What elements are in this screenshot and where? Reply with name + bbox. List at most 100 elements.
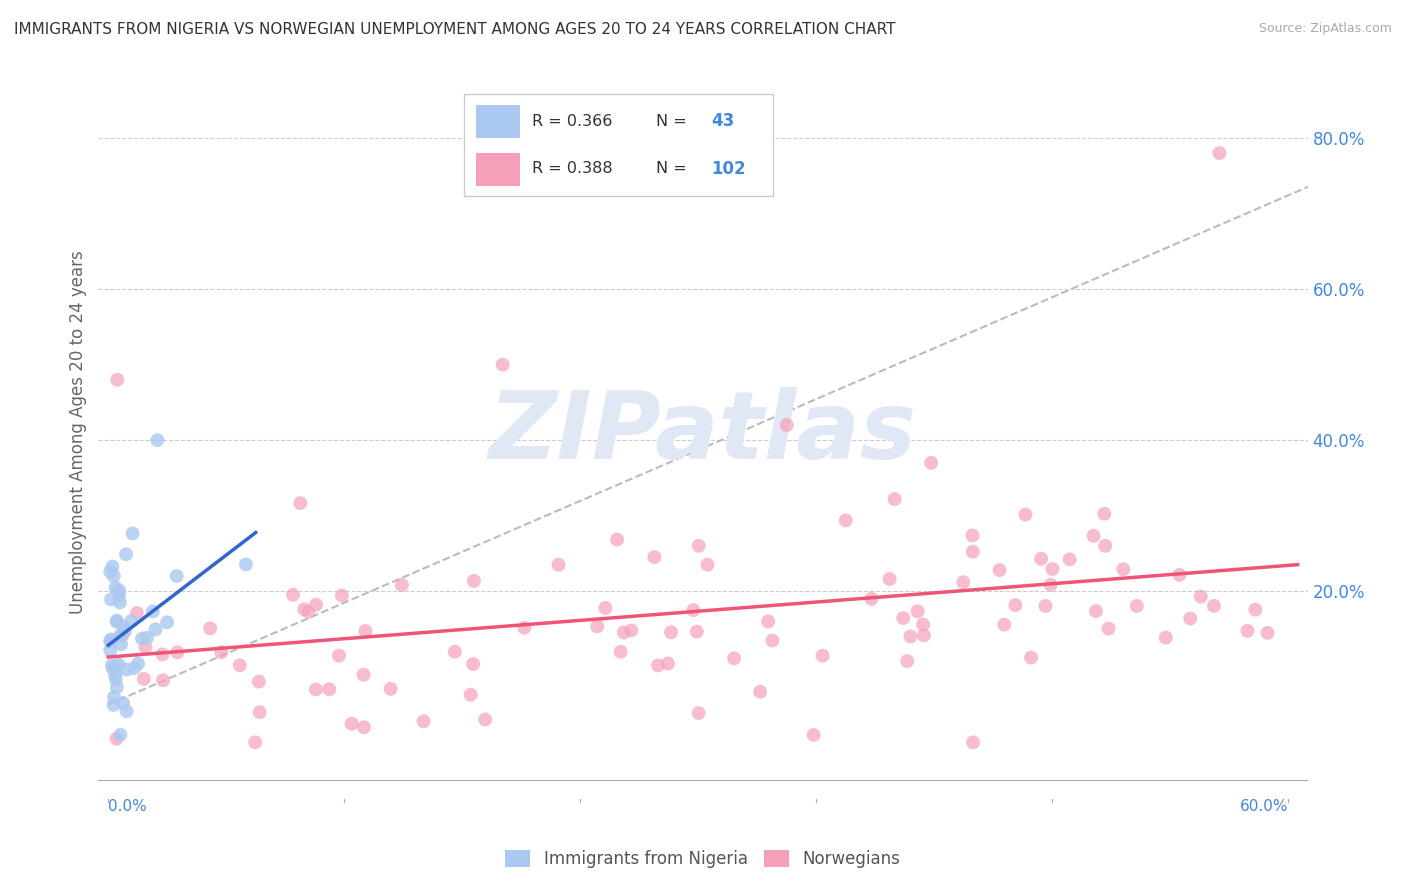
Point [883, 491, 905, 506]
Point [353, 720, 375, 734]
Point [688, 539, 710, 553]
Point [281, 588, 304, 602]
Point [761, 633, 783, 648]
Point [1236, 624, 1258, 638]
Point [108, 595, 131, 609]
Point [491, 358, 513, 372]
Point [900, 630, 922, 644]
Point [145, 623, 167, 637]
Point [1202, 599, 1225, 613]
Y-axis label: Unemployment Among Ages 20 to 24 years: Unemployment Among Ages 20 to 24 years [69, 251, 87, 615]
Point [474, 713, 496, 727]
Point [292, 602, 315, 616]
Point [105, 373, 128, 387]
Point [1029, 551, 1052, 566]
Point [340, 716, 363, 731]
Point [98, 643, 121, 657]
Point [136, 631, 159, 645]
Point [1112, 562, 1135, 576]
Point [122, 661, 145, 675]
Text: R = 0.366: R = 0.366 [531, 114, 613, 128]
Text: 102: 102 [711, 160, 747, 178]
Point [104, 667, 127, 681]
Point [1180, 611, 1202, 625]
Text: N =: N = [655, 161, 692, 176]
Point [115, 704, 138, 718]
Point [101, 658, 124, 673]
Point [586, 619, 609, 633]
Point [115, 663, 138, 677]
Point [111, 696, 134, 710]
Point [860, 591, 883, 606]
Point [198, 622, 221, 636]
Point [108, 588, 131, 602]
Point [1059, 552, 1081, 566]
Point [103, 569, 125, 583]
Point [353, 667, 375, 681]
Point [1094, 539, 1116, 553]
Point [643, 550, 665, 565]
Point [101, 662, 124, 676]
Point [1168, 568, 1191, 582]
Point [1092, 507, 1115, 521]
Point [1014, 508, 1036, 522]
Point [166, 645, 188, 659]
Point [811, 648, 834, 663]
Point [547, 558, 569, 572]
Point [1097, 622, 1119, 636]
Point [463, 574, 485, 588]
Point [318, 682, 340, 697]
Point [152, 648, 174, 662]
Text: Source: ZipAtlas.com: Source: ZipAtlas.com [1258, 22, 1392, 36]
Bar [477, 153, 520, 186]
Point [1035, 599, 1057, 613]
Point [907, 604, 929, 618]
Point [1189, 590, 1212, 604]
Point [688, 706, 710, 720]
Point [146, 433, 169, 447]
Point [235, 558, 257, 572]
Point [1042, 562, 1064, 576]
Point [152, 673, 174, 688]
Point [1019, 650, 1042, 665]
Point [412, 714, 434, 729]
Point [108, 657, 131, 672]
Point [249, 705, 271, 719]
Point [443, 645, 465, 659]
Point [108, 583, 131, 598]
Point [1256, 626, 1278, 640]
Point [134, 640, 156, 655]
Point [104, 673, 127, 687]
Point [1039, 578, 1062, 592]
Text: 43: 43 [711, 112, 735, 130]
Point [749, 684, 772, 698]
Point [305, 682, 328, 697]
Point [142, 604, 165, 618]
Point [105, 680, 128, 694]
Point [647, 658, 669, 673]
Point [115, 547, 138, 561]
Point [209, 645, 232, 659]
Point [1004, 598, 1026, 612]
Point [110, 637, 132, 651]
Point [682, 603, 704, 617]
Point [993, 617, 1015, 632]
Point [245, 735, 267, 749]
Point [606, 533, 628, 547]
Text: 60.0%: 60.0% [1240, 799, 1288, 814]
Point [835, 513, 858, 527]
Point [879, 572, 901, 586]
Text: N =: N = [655, 114, 692, 128]
Point [103, 698, 125, 712]
Text: ZIPatlas: ZIPatlas [489, 386, 917, 479]
Point [105, 660, 128, 674]
Point [328, 648, 350, 663]
Point [1208, 146, 1230, 161]
Point [112, 620, 135, 634]
Point [111, 628, 134, 642]
Point [120, 614, 142, 628]
Point [305, 598, 328, 612]
Point [127, 657, 149, 671]
Point [460, 688, 482, 702]
Point [609, 645, 631, 659]
